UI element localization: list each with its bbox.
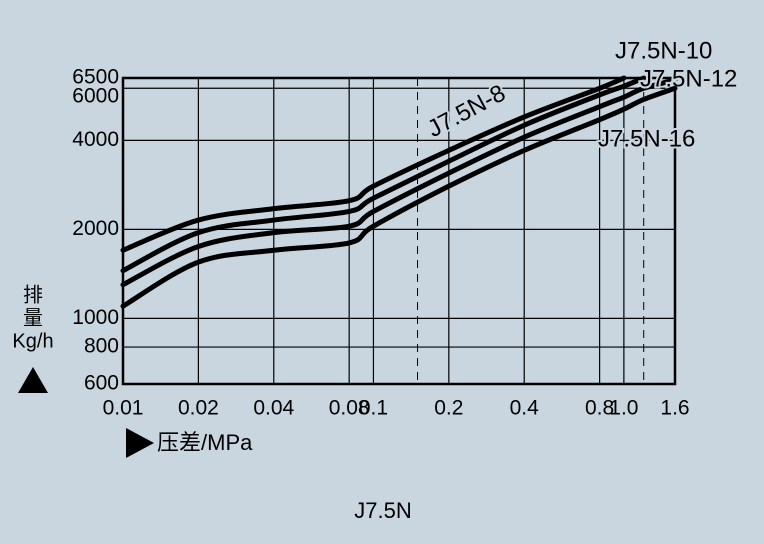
y-axis-label: Kg/h xyxy=(12,330,53,352)
y-arrow xyxy=(18,367,48,393)
series-label: J7.5N-16 xyxy=(598,125,695,152)
x-tick-label: 1.6 xyxy=(660,397,689,420)
y-tick-label: 2000 xyxy=(72,217,119,240)
y-tick-label: 1000 xyxy=(72,306,119,329)
y-tick-label: 4000 xyxy=(72,128,119,151)
plot-frame xyxy=(121,76,677,386)
series-label: J7.5N-10 xyxy=(615,37,712,64)
y-tick-label: 600 xyxy=(84,372,119,395)
x-tick-label: 0.04 xyxy=(253,397,294,420)
x-axis-label: 压差/MPa xyxy=(157,430,253,455)
x-tick-label: 1.0 xyxy=(609,397,638,420)
x-tick-label: 0.1 xyxy=(359,397,388,420)
y-tick-label: 800 xyxy=(84,335,119,358)
y-axis-label: 排 xyxy=(23,283,43,306)
x-tick-label: 0.08 xyxy=(329,397,370,420)
x-tick-label: 0.8 xyxy=(585,397,614,420)
series-label: J7.5N-12 xyxy=(640,65,737,92)
series-line xyxy=(120,75,647,274)
x-tick-label: 0.2 xyxy=(434,397,463,420)
y-tick-label: 6500 xyxy=(72,66,119,89)
x-arrow xyxy=(126,428,154,458)
x-tick-label: 0.01 xyxy=(103,397,144,420)
y-tick-label: 6000 xyxy=(72,85,119,108)
chart-title: J7.5N xyxy=(354,498,411,523)
x-tick-label: 0.02 xyxy=(178,397,219,420)
series-line xyxy=(120,77,678,288)
x-tick-label: 0.4 xyxy=(510,397,540,420)
y-axis-label: 量 xyxy=(23,307,43,329)
series-line xyxy=(120,75,627,253)
series-line xyxy=(120,85,678,309)
